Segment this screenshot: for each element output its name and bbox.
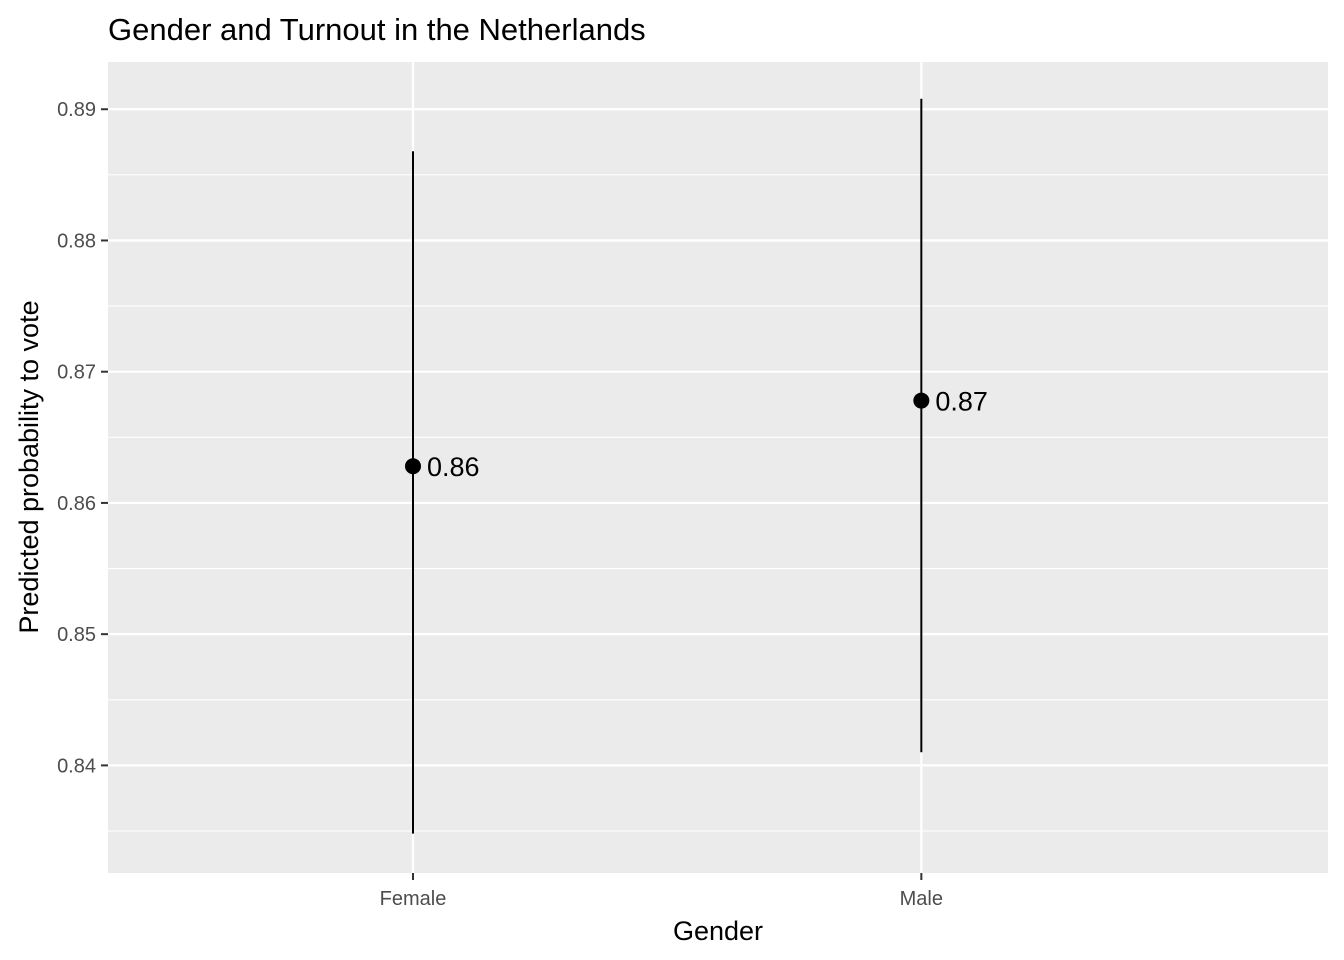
y-tick-label: 0.84	[57, 755, 96, 777]
data-point	[405, 458, 421, 475]
x-axis-title: Gender	[673, 916, 763, 946]
x-tick-label: Female	[380, 888, 447, 910]
y-tick-label: 0.85	[57, 624, 96, 646]
data-label: 0.87	[935, 387, 988, 417]
x-axis: Female Male	[380, 873, 943, 910]
data-marks: 0.86 0.87	[405, 98, 988, 834]
data-label: 0.86	[427, 452, 480, 482]
y-tick-label: 0.89	[57, 99, 96, 121]
y-axis-title: Predicted probability to vote	[14, 300, 44, 633]
y-axis: 0.84 0.85 0.86 0.87 0.88 0.89	[57, 99, 108, 777]
data-point	[913, 392, 930, 409]
y-tick-label: 0.86	[57, 493, 96, 515]
x-tick-label: Male	[900, 888, 943, 910]
y-tick-label: 0.88	[57, 230, 96, 252]
y-tick-label: 0.87	[57, 362, 96, 384]
plot-panel	[108, 62, 1328, 873]
chart-title: Gender and Turnout in the Netherlands	[108, 12, 646, 47]
